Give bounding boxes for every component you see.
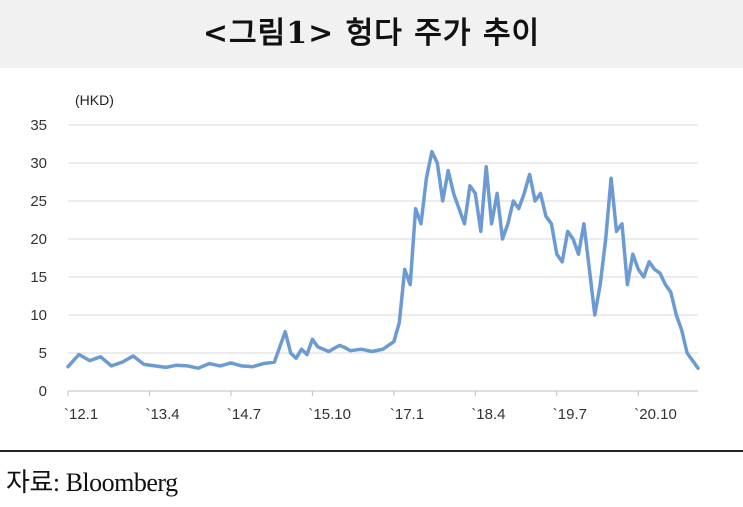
- x-tick-label: `12.1: [64, 406, 98, 423]
- x-tick-label: `14.7: [227, 406, 261, 423]
- x-tick-label: `18.4: [471, 406, 505, 423]
- y-tick-label: 15: [30, 269, 47, 286]
- y-tick-label: 10: [30, 307, 47, 324]
- y-tick-label: 25: [30, 193, 47, 210]
- x-axis-ticks: `12.1 `13.4 `14.7 `15.10 `17.1 `18.4 `19.7 `20.…: [64, 391, 677, 423]
- figure-title: <그림1> 헝다 주가 추이: [202, 16, 541, 51]
- x-tick-label: `13.4: [145, 406, 179, 423]
- y-unit-label: (HKD): [75, 92, 114, 108]
- y-tick-label: 0: [39, 383, 47, 400]
- source-note: 자료: Bloomberg: [6, 468, 178, 497]
- x-tick-label: `19.7: [553, 406, 587, 423]
- x-tick-label: `20.10: [634, 406, 677, 423]
- bottom-rule: [0, 450, 743, 452]
- y-tick-label: 35: [30, 117, 47, 134]
- title-bar: [0, 0, 743, 68]
- y-tick-label: 30: [30, 155, 47, 172]
- price-series-line: [66, 149, 700, 370]
- x-tick-label: `15.10: [308, 406, 351, 423]
- x-tick-label: `17.1: [390, 406, 424, 423]
- gridlines: [68, 124, 698, 392]
- stock-price-chart: 0 5 10 15 20 25 30 35 `12.1 `13.4 `14.7 `15.10 `17.…: [30, 92, 700, 423]
- y-tick-label: 5: [39, 345, 47, 362]
- y-tick-label: 20: [30, 231, 47, 248]
- y-axis-ticks: 0 5 10 15 20 25 30 35: [30, 117, 47, 400]
